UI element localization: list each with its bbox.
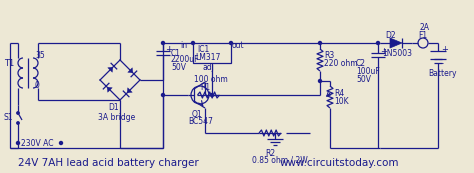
Text: 10K: 10K bbox=[334, 97, 348, 106]
Text: 100uF: 100uF bbox=[356, 66, 380, 75]
Circle shape bbox=[17, 122, 19, 124]
Text: R1: R1 bbox=[201, 83, 210, 92]
Text: adj: adj bbox=[203, 63, 215, 72]
Text: S1: S1 bbox=[4, 113, 13, 122]
Text: Battery: Battery bbox=[428, 69, 456, 78]
Text: 220 ohm: 220 ohm bbox=[324, 60, 357, 69]
Text: www.circuitstoday.com: www.circuitstoday.com bbox=[280, 158, 400, 168]
Circle shape bbox=[229, 42, 233, 44]
Circle shape bbox=[319, 42, 321, 44]
Text: 50V: 50V bbox=[356, 75, 371, 84]
Text: -: - bbox=[441, 60, 444, 69]
Text: R3: R3 bbox=[324, 51, 334, 60]
Text: LM317: LM317 bbox=[195, 52, 220, 61]
Text: +: + bbox=[441, 45, 448, 54]
Text: 0.85 ohm / 2W: 0.85 ohm / 2W bbox=[252, 156, 308, 165]
Text: +: + bbox=[380, 48, 387, 57]
Text: D1: D1 bbox=[108, 103, 118, 112]
Circle shape bbox=[162, 93, 164, 97]
Circle shape bbox=[162, 42, 164, 44]
Text: C1: C1 bbox=[171, 48, 181, 57]
Text: +: + bbox=[165, 45, 173, 54]
Text: 35: 35 bbox=[35, 52, 45, 61]
Polygon shape bbox=[128, 68, 133, 73]
Circle shape bbox=[60, 142, 63, 144]
Circle shape bbox=[17, 142, 19, 144]
Text: C2: C2 bbox=[356, 58, 366, 67]
Polygon shape bbox=[127, 88, 132, 93]
Text: 24V 7AH lead acid battery charger: 24V 7AH lead acid battery charger bbox=[18, 158, 199, 168]
Circle shape bbox=[319, 80, 321, 83]
Text: in: in bbox=[180, 42, 187, 51]
Polygon shape bbox=[108, 67, 113, 72]
Text: D2: D2 bbox=[385, 30, 396, 39]
Text: R4: R4 bbox=[334, 89, 344, 98]
Text: R2: R2 bbox=[265, 148, 275, 157]
Text: BC547: BC547 bbox=[188, 117, 213, 126]
Text: F1: F1 bbox=[418, 30, 427, 39]
Text: 1N5003: 1N5003 bbox=[382, 48, 412, 57]
Text: 3A bridge: 3A bridge bbox=[98, 112, 135, 121]
Text: 2A: 2A bbox=[420, 24, 430, 33]
Text: 100 ohm: 100 ohm bbox=[194, 75, 228, 84]
Circle shape bbox=[17, 112, 19, 114]
Bar bbox=[193, 43, 231, 63]
Text: 50V: 50V bbox=[171, 62, 186, 71]
Text: 2200uF: 2200uF bbox=[171, 56, 200, 65]
Text: 230V AC: 230V AC bbox=[21, 139, 54, 148]
Text: 0: 0 bbox=[35, 81, 40, 90]
Text: T1: T1 bbox=[4, 58, 14, 67]
Text: IC1: IC1 bbox=[197, 44, 209, 53]
Polygon shape bbox=[107, 87, 112, 92]
Text: Q1: Q1 bbox=[192, 111, 202, 120]
Text: out: out bbox=[232, 42, 245, 51]
Circle shape bbox=[191, 42, 194, 44]
Circle shape bbox=[376, 42, 380, 44]
Circle shape bbox=[210, 93, 213, 97]
Polygon shape bbox=[390, 38, 402, 48]
